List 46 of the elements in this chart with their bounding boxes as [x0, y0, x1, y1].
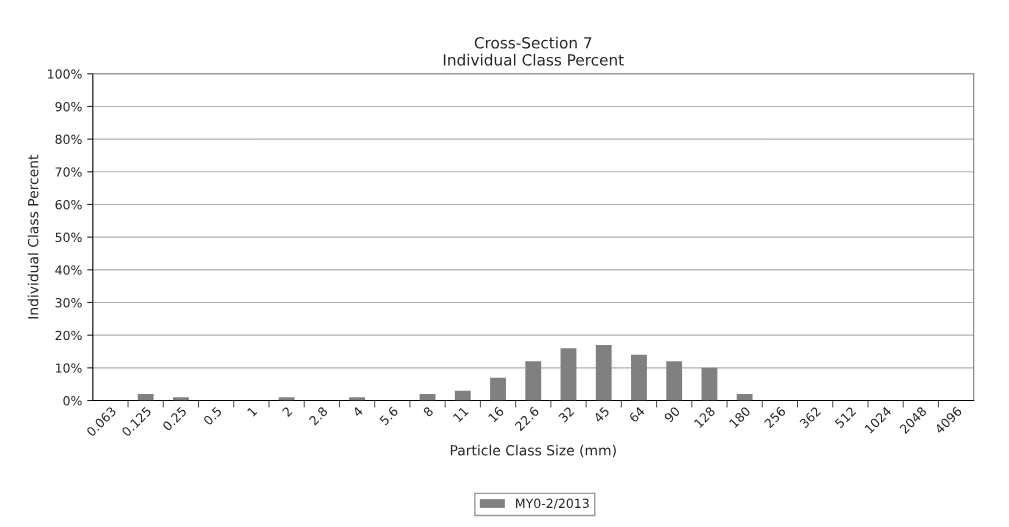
x-tick-label: 5.6 [379, 406, 399, 426]
x-tick-label: 180 [728, 406, 751, 429]
x-tick-label: 45 [593, 406, 610, 424]
bar [560, 348, 577, 401]
bar [595, 344, 612, 401]
x-tick-label: 2 [281, 406, 293, 418]
bar [490, 377, 506, 401]
bar [454, 390, 471, 401]
y-tick-label: 50% [55, 232, 82, 243]
bar [525, 361, 542, 401]
y-tick-label: 30% [55, 297, 82, 308]
y-tick-label: 70% [55, 167, 82, 177]
y-tick-label: 60% [55, 199, 82, 210]
y-tick-label: 80% [55, 134, 82, 145]
x-tick-label: 90 [663, 406, 681, 423]
x-axis-title: Particle Class Size (mm) [450, 444, 616, 458]
x-tick-label: 16 [487, 406, 505, 423]
x-tick-label: 4 [352, 406, 364, 418]
x-tick-label: 128 [693, 406, 716, 429]
x-tick-label: 362 [799, 406, 822, 429]
chart-title: Cross-Section 7 Individual Class Percent [443, 36, 624, 66]
y-tick-label: 0% [63, 395, 82, 406]
x-tick-label: 64 [628, 406, 646, 423]
legend-label: MY0-2/2013 [516, 498, 589, 510]
y-axis-title: Individual Class Percent [27, 154, 39, 319]
y-tick-label: 40% [55, 265, 82, 275]
y-tick-label: 100% [48, 69, 82, 79]
x-tick-label: 2.8 [308, 406, 329, 426]
bar [172, 397, 189, 401]
bar [631, 354, 647, 401]
x-tick-label: 0.5 [202, 406, 223, 426]
x-tick-label: 8 [422, 406, 434, 418]
bar [349, 397, 366, 401]
x-tick-label: 256 [763, 406, 787, 429]
bar [137, 393, 154, 401]
y-tick-label: 90% [55, 101, 82, 112]
bar [736, 393, 753, 401]
x-tick-label: 512 [834, 406, 857, 429]
bar [701, 367, 718, 401]
y-tick-label: 20% [55, 330, 82, 341]
y-tick-label: 10% [56, 363, 82, 373]
x-tick-label: 1 [247, 406, 258, 417]
bar [666, 361, 683, 401]
bar [278, 397, 295, 401]
x-tick-label: 11 [452, 406, 469, 423]
x-tick-label: 32 [558, 406, 575, 423]
